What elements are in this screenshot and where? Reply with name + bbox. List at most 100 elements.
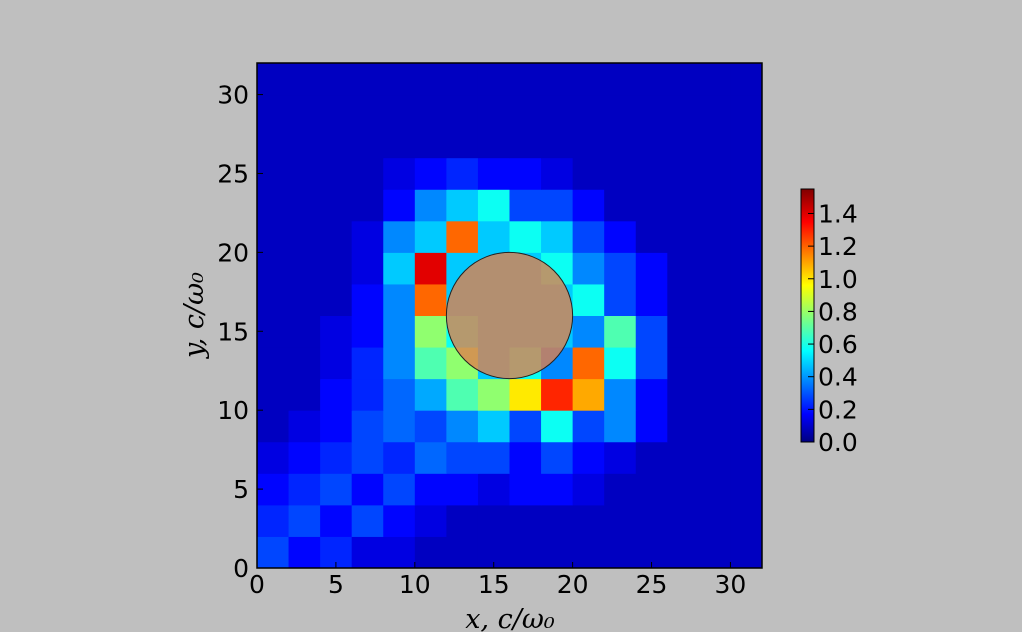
heatmap-cell xyxy=(320,63,353,96)
y-tick-label: 0 xyxy=(233,554,249,583)
heatmap-cell xyxy=(477,157,510,190)
heatmap-cell xyxy=(730,441,762,474)
colorbar-tick-label: 1.2 xyxy=(818,232,858,261)
x-tick-label: 10 xyxy=(399,570,431,599)
heatmap-cell xyxy=(572,347,605,380)
heatmap-cell xyxy=(509,473,542,506)
heatmap-cell xyxy=(351,94,384,127)
heatmap-cell xyxy=(509,157,542,190)
heatmap-cell xyxy=(667,157,700,190)
heatmap-cell xyxy=(509,410,542,443)
heatmap-cell xyxy=(383,189,416,222)
heatmap-cell xyxy=(698,536,731,568)
heatmap-cell xyxy=(383,473,416,506)
heatmap-cell xyxy=(257,63,290,96)
colorbar-tick-label: 1.0 xyxy=(818,265,858,294)
heatmap-cell xyxy=(730,63,762,96)
y-tick-label: 5 xyxy=(233,475,249,504)
heatmap-cell xyxy=(698,315,731,348)
heatmap-cell xyxy=(635,157,668,190)
heatmap-cell xyxy=(446,536,479,568)
heatmap-cell xyxy=(288,220,321,253)
heatmap-cell xyxy=(667,63,700,96)
heatmap-cell xyxy=(477,220,510,253)
heatmap-cell xyxy=(288,157,321,190)
heatmap-cell xyxy=(572,63,605,96)
heatmap-cell xyxy=(414,504,447,537)
heatmap-cell xyxy=(320,315,353,348)
heatmap-cell xyxy=(604,410,637,443)
heatmap-cell xyxy=(572,189,605,222)
heatmap-cell xyxy=(509,63,542,96)
y-tick-label: 20 xyxy=(217,238,249,267)
heatmap-cell xyxy=(667,220,700,253)
heatmap-cell xyxy=(414,378,447,411)
heatmap-cell xyxy=(698,252,731,285)
heatmap-cell xyxy=(572,157,605,190)
heatmap-cell xyxy=(730,252,762,285)
heatmap-cell xyxy=(698,378,731,411)
heatmap-cell xyxy=(383,378,416,411)
heatmap-cell xyxy=(288,536,321,568)
heatmap-cell xyxy=(320,126,353,159)
heatmap-cell xyxy=(257,220,290,253)
heatmap-cell xyxy=(509,504,542,537)
heatmap-cell xyxy=(698,283,731,316)
heatmap-cell xyxy=(635,378,668,411)
y-axis-label: y, c/ω₀ xyxy=(179,272,210,359)
heatmap-cell xyxy=(572,252,605,285)
heatmap-cell xyxy=(383,252,416,285)
heatmap-cell xyxy=(383,220,416,253)
heatmap-cell xyxy=(351,220,384,253)
x-tick-label: 15 xyxy=(478,570,510,599)
heatmap-cell xyxy=(477,126,510,159)
heatmap-cell xyxy=(667,504,700,537)
heatmap-cell xyxy=(572,410,605,443)
x-axis-label: x, c/ω₀ xyxy=(465,604,555,632)
heatmap-cell xyxy=(509,126,542,159)
heatmap-cell xyxy=(572,473,605,506)
heatmap-cell xyxy=(509,441,542,474)
heatmap-cell xyxy=(414,94,447,127)
heatmap-cell xyxy=(414,252,447,285)
heatmap-cell xyxy=(730,94,762,127)
heatmap-cell xyxy=(257,94,290,127)
heatmap-cell xyxy=(541,94,574,127)
y-tick-label: 15 xyxy=(217,317,249,346)
heatmap-cell xyxy=(604,63,637,96)
heatmap-cell xyxy=(351,473,384,506)
heatmap-cell xyxy=(635,504,668,537)
heatmap-cell xyxy=(320,441,353,474)
heatmap-cell xyxy=(604,441,637,474)
heatmap-cell xyxy=(604,315,637,348)
heatmap-cell xyxy=(288,315,321,348)
heatmap-cell xyxy=(667,252,700,285)
heatmap-cell xyxy=(730,410,762,443)
heatmap-cell xyxy=(446,441,479,474)
heatmap-cell xyxy=(257,441,290,474)
heatmap-cell xyxy=(351,536,384,568)
heatmap-cell xyxy=(698,473,731,506)
heatmap-cell xyxy=(509,536,542,568)
heatmap-cell xyxy=(541,157,574,190)
heatmap-cell xyxy=(414,126,447,159)
heatmap-cell xyxy=(604,220,637,253)
heatmap-cell xyxy=(351,157,384,190)
heatmap-cell xyxy=(288,94,321,127)
x-tick-label: 0 xyxy=(249,570,265,599)
heatmap-cell xyxy=(351,315,384,348)
heatmap-cell xyxy=(351,504,384,537)
heatmap-cell xyxy=(257,347,290,380)
heatmap-cell xyxy=(541,504,574,537)
heatmap-cell xyxy=(509,189,542,222)
heatmap-cell xyxy=(320,410,353,443)
heatmap-cell xyxy=(320,220,353,253)
heatmap-cell xyxy=(635,473,668,506)
heatmap-cell xyxy=(351,126,384,159)
heatmap-cell xyxy=(288,283,321,316)
heatmap-cell xyxy=(604,536,637,568)
heatmap-cell xyxy=(257,126,290,159)
heatmap-cell xyxy=(446,378,479,411)
heatmap-cell xyxy=(351,410,384,443)
heatmap-cell xyxy=(414,63,447,96)
